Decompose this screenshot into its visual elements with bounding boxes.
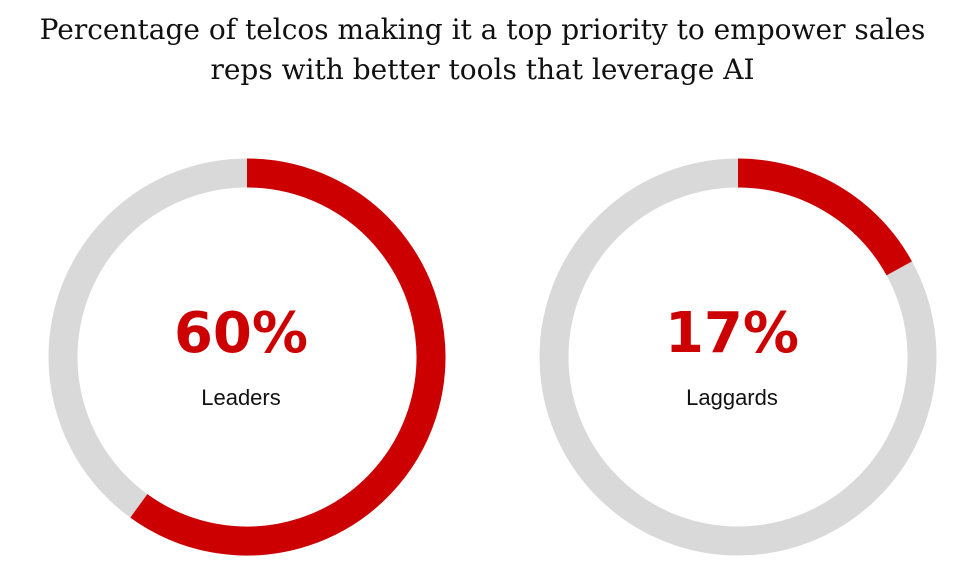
- donut-laggards: 17% Laggards: [539, 158, 937, 556]
- donut-laggards-label: Laggards: [686, 385, 778, 410]
- donut-leaders-percent: 60%: [174, 301, 308, 366]
- donut-leaders-label: Leaders: [201, 385, 281, 410]
- donut-laggards-percent: 17%: [665, 301, 799, 366]
- donut-leaders: 60% Leaders: [48, 158, 446, 556]
- donut-leaders-value-arc: [130, 158, 446, 556]
- chart-title: Percentage of telcos making it a top pri…: [0, 10, 965, 90]
- donut-laggards-value-arc: [737, 158, 912, 276]
- chart-title-line-2: reps with better tools that leverage AI: [210, 53, 755, 86]
- chart-title-line-1: Percentage of telcos making it a top pri…: [39, 13, 926, 46]
